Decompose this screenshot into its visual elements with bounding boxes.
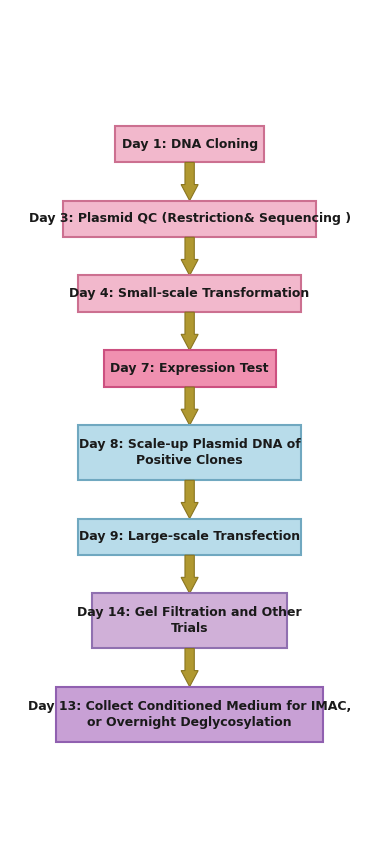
Polygon shape bbox=[181, 648, 198, 687]
Text: Day 1: DNA Cloning: Day 1: DNA Cloning bbox=[122, 138, 258, 150]
Polygon shape bbox=[181, 162, 198, 201]
FancyBboxPatch shape bbox=[64, 201, 316, 238]
FancyBboxPatch shape bbox=[92, 593, 287, 648]
Polygon shape bbox=[181, 312, 198, 351]
Polygon shape bbox=[181, 238, 198, 275]
Polygon shape bbox=[181, 555, 198, 593]
FancyBboxPatch shape bbox=[78, 425, 302, 481]
Polygon shape bbox=[181, 387, 198, 425]
Text: Day 8: Scale-up Plasmid DNA of
Positive Clones: Day 8: Scale-up Plasmid DNA of Positive … bbox=[79, 439, 300, 468]
Text: Day 14: Gel Filtration and Other
Trials: Day 14: Gel Filtration and Other Trials bbox=[77, 606, 302, 635]
Text: Day 3: Plasmid QC (Restriction& Sequencing ): Day 3: Plasmid QC (Restriction& Sequenci… bbox=[28, 212, 351, 226]
FancyBboxPatch shape bbox=[78, 275, 302, 312]
FancyBboxPatch shape bbox=[78, 518, 302, 555]
Text: Day 4: Small-scale Transformation: Day 4: Small-scale Transformation bbox=[70, 287, 310, 300]
Text: Day 13: Collect Conditioned Medium for IMAC,
or Overnight Deglycosylation: Day 13: Collect Conditioned Medium for I… bbox=[28, 699, 351, 728]
FancyBboxPatch shape bbox=[56, 687, 323, 741]
Text: Day 9: Large-scale Transfection: Day 9: Large-scale Transfection bbox=[79, 530, 300, 544]
Text: Day 7: Expression Test: Day 7: Expression Test bbox=[110, 363, 269, 375]
FancyBboxPatch shape bbox=[115, 126, 264, 162]
Polygon shape bbox=[181, 481, 198, 518]
FancyBboxPatch shape bbox=[104, 351, 276, 387]
